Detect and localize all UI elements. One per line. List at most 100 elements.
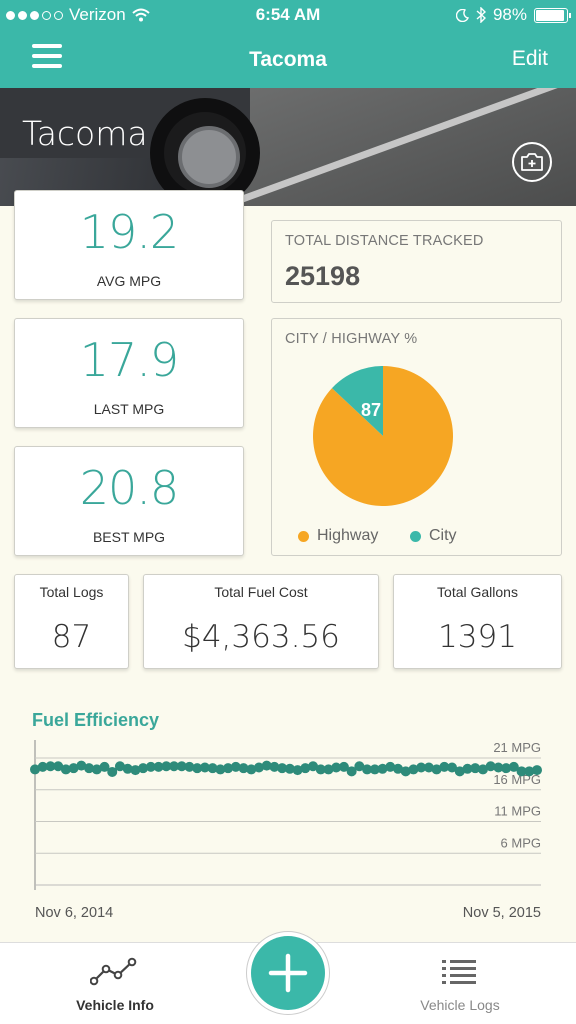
fuel-efficiency-chart: 21 MPG 16 MPG 11 MPG 6 MPG [30,740,542,890]
avg-mpg-value: 19.2 [79,205,179,259]
total-logs-card: Total Logs 87 [14,574,129,669]
bluetooth-icon [476,7,486,23]
chart-point [84,763,95,774]
chart-point [122,763,133,774]
chart-point [153,761,164,772]
tab-vehicle-logs[interactable]: Vehicle Logs [360,943,560,1024]
chart-point [253,762,264,773]
add-photo-button[interactable] [512,142,552,182]
chart-y-tick-label: 6 MPG [501,835,541,850]
chart-point [392,763,403,774]
chart-point [45,761,56,772]
chart-point [169,761,180,772]
city-highway-label: CITY / HIGHWAY % [285,331,418,347]
legend-highway-swatch [298,530,309,542]
chart-point [431,764,442,775]
chart-point [184,761,195,772]
list-icon [442,960,476,984]
chart-point [454,766,465,777]
chart-point [37,761,48,772]
chart-point [107,766,118,777]
best-mpg-card: 20.8 BEST MPG [14,446,244,556]
total-gallons-value: 1391 [438,619,517,655]
chart-point [230,761,241,772]
battery-percent: 98% [492,5,527,24]
chart-point [60,764,71,775]
chart-point [315,764,326,775]
chart-point [99,761,110,772]
chart-point [223,763,234,774]
chart-point [76,760,87,771]
chart-point [485,761,496,772]
signal-icon [6,10,63,20]
chart-point [447,762,458,773]
last-mpg-label: LAST MPG [93,401,165,417]
last-mpg-value: 17.9 [79,333,179,387]
chart-point [308,761,319,772]
total-logs-label: Total Logs [39,584,104,600]
chart-point [30,764,40,775]
avg-mpg-card: 19.2 AVG MPG [14,190,244,300]
chart-point [331,762,342,773]
chart-point [532,765,542,776]
chart-point [238,763,249,774]
chart-point [323,764,334,775]
chart-point [516,766,527,777]
chart-point [377,763,388,774]
chart-point [338,761,349,772]
chart-point [192,763,203,774]
total-fuel-cost-label: Total Fuel Cost [214,584,308,600]
chart-point [346,766,357,777]
last-mpg-card: 17.9 LAST MPG [14,318,244,428]
pie-slice-city [331,366,383,436]
pie-slice-label: 87 [361,400,381,420]
vehicle-name: Tacoma [22,114,148,153]
camera-add-icon [521,153,543,171]
chart-point [408,764,419,775]
legend-highway-label: Highway [317,527,379,544]
chart-point [176,761,187,772]
tab-vehicle-info[interactable]: Vehicle Info [15,943,215,1024]
city-highway-pie-chart: 87 [312,366,453,506]
add-log-button[interactable] [246,931,330,1015]
chart-point [215,764,226,775]
chart-y-tick-label: 11 MPG [494,804,541,819]
battery-icon [534,7,571,23]
chart-point [246,764,257,775]
fuel-efficiency-title: Fuel Efficiency [32,710,160,730]
tab-vehicle-logs-label: Vehicle Logs [420,997,500,1013]
legend-city-swatch [410,530,421,542]
chart-point [68,763,79,774]
chart-point [199,762,210,773]
edit-button[interactable]: Edit [511,47,548,70]
menu-icon[interactable] [32,44,62,68]
chart-start-date: Nov 6, 2014 [35,905,114,921]
chart-point [470,763,481,774]
chart-point [300,763,311,774]
chart-point [524,766,535,777]
chart-point [261,760,272,771]
chart-point [292,765,303,776]
chart-point [477,764,488,775]
total-fuel-cost-value: $4,363.56 [182,619,340,655]
top-bar: Verizon 6:54 AM 98% Tacoma Edit [0,0,576,88]
chart-point [207,763,218,774]
vehicle-photo: Tacoma [0,88,576,206]
chart-y-tick-label: 21 MPG [493,740,541,755]
chart-point [53,761,64,772]
chart-point [284,763,295,774]
best-mpg-value: 20.8 [79,461,179,515]
chart-point [493,762,504,773]
line-graph-icon [90,957,137,986]
chart-point [277,763,288,774]
distance-label: TOTAL DISTANCE TRACKED [285,233,484,249]
chart-point [362,764,373,775]
total-logs-value: 87 [51,619,92,655]
best-mpg-label: BEST MPG [92,529,166,545]
legend-highway: Highway [298,527,378,545]
wifi-icon [132,8,150,22]
chart-point [114,761,125,772]
chart-point [354,761,365,772]
chart-point [138,763,149,774]
nav-bar: Tacoma Edit [0,30,576,88]
